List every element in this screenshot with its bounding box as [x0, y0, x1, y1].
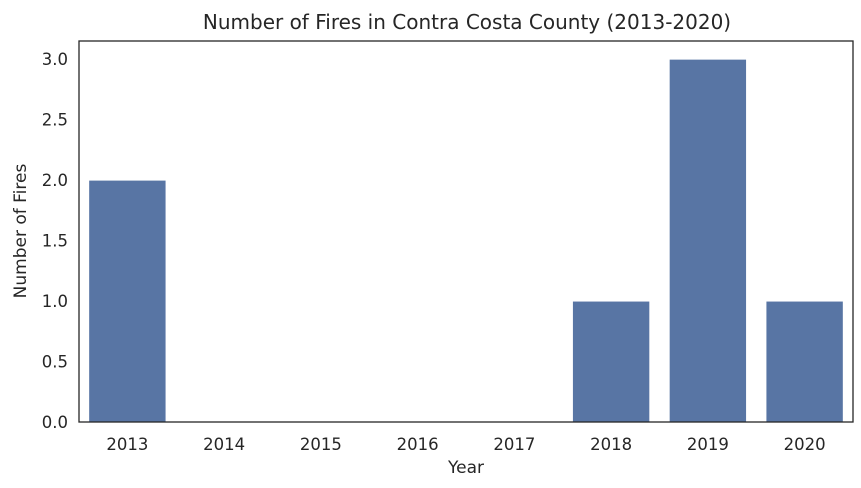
x-axis-ticks: 2013 2014 2015 2016 2017 2018 2019 2020 — [106, 435, 825, 454]
y-tick-label: 1.5 — [42, 232, 68, 251]
bar-2019 — [668, 58, 748, 423]
y-axis-ticks: 0.0 0.5 1.0 1.5 2.0 2.5 3.0 — [42, 50, 68, 432]
x-tick-label: 2020 — [784, 435, 826, 454]
y-tick-label: 0.5 — [42, 353, 68, 372]
y-tick-label: 3.0 — [42, 50, 68, 69]
y-axis-label: Number of Fires — [11, 164, 31, 299]
y-tick-label: 2.0 — [42, 171, 68, 190]
x-tick-label: 2013 — [106, 435, 148, 454]
x-tick-label: 2017 — [493, 435, 535, 454]
x-tick-label: 2018 — [590, 435, 632, 454]
bar-2018 — [571, 300, 651, 423]
plot-frame — [78, 40, 854, 423]
x-tick-label: 2015 — [300, 435, 342, 454]
x-axis-label: Year — [447, 458, 484, 478]
bars-layer — [88, 58, 844, 423]
bar-2013 — [88, 179, 167, 423]
y-tick-label: 1.0 — [42, 292, 68, 311]
x-tick-label: 2016 — [397, 435, 439, 454]
chart-title: Number of Fires in Contra Costa County (… — [203, 10, 731, 34]
bar-2020 — [765, 300, 844, 423]
x-tick-label: 2019 — [687, 435, 729, 454]
y-tick-label: 2.5 — [42, 111, 68, 130]
x-tick-label: 2014 — [203, 435, 245, 454]
y-tick-label: 0.0 — [42, 413, 68, 432]
